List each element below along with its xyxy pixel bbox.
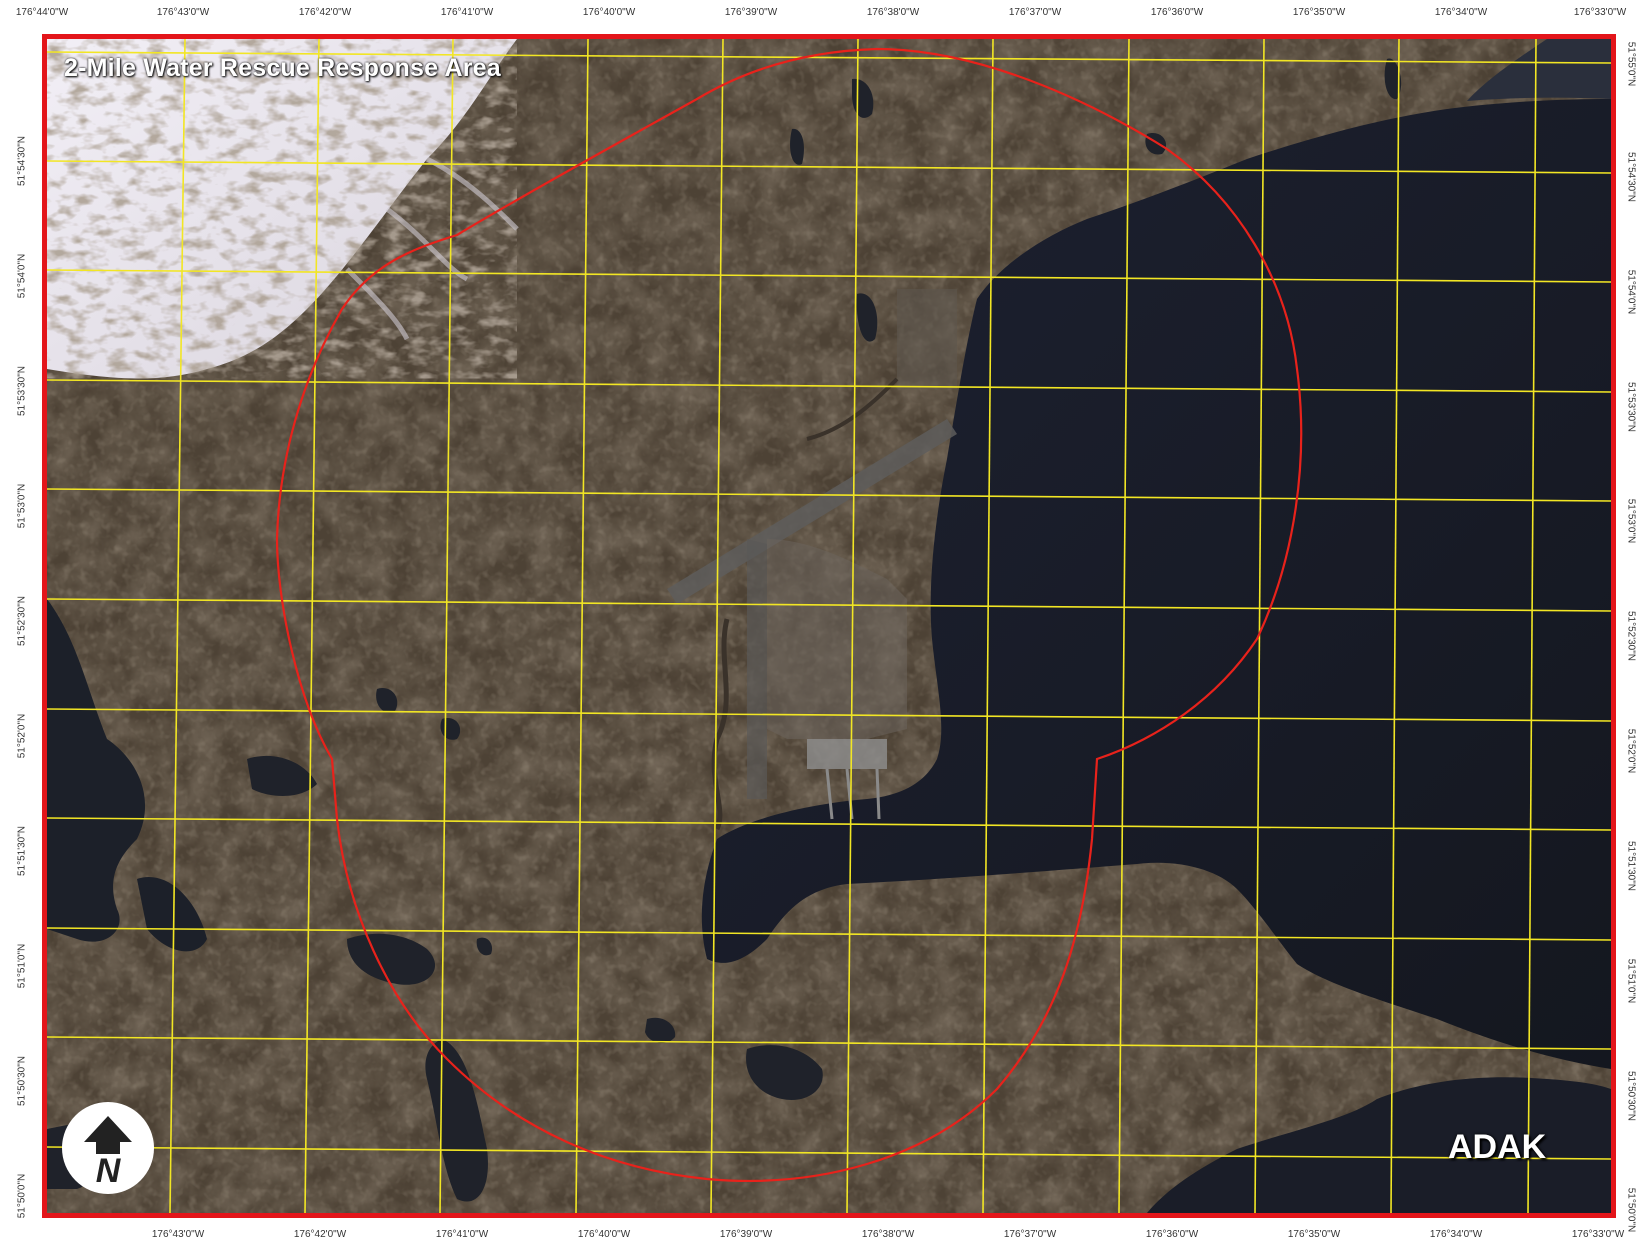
lat-label: 51°54'0"N [1625,269,1637,315]
lat-label: 51°53'30"N [1625,381,1637,433]
lon-label: 176°40'0"W [577,1229,631,1240]
response-area-circle[interactable] [275,47,1303,1182]
lon-label: 176°33'0"W [1571,1229,1625,1240]
lake [247,755,317,796]
north-letter: N [96,1152,122,1190]
lat-label: 51°51'0"N [1625,958,1637,1004]
lat-label: 51°54'30"N [16,135,28,187]
lon-label: 176°36'0"W [1145,1229,1199,1240]
lat-label: 51°50'30"N [1625,1070,1637,1122]
west-lake [47,599,146,942]
water-layer [47,39,1611,1213]
graticule-grid [47,39,1611,1213]
lat-label: 51°50'0"N [16,1173,28,1219]
lake [645,1017,676,1044]
lake [1384,58,1402,100]
lake [746,1045,823,1100]
bay-water [701,99,1611,1069]
lake [476,937,493,956]
lon-label: 176°35'0"W [1292,7,1346,18]
lon-label: 176°37'0"W [1008,7,1062,18]
lat-label: 51°52'0"N [16,713,28,759]
lat-label: 51°50'0"N [1625,1187,1637,1233]
lon-label: 176°33'0"W [1573,7,1627,18]
lon-label: 176°36'0"W [1150,7,1204,18]
lon-label: 176°41'0"W [435,1229,489,1240]
lon-label: 176°42'0"W [298,7,352,18]
lon-label: 176°34'0"W [1429,1229,1483,1240]
lat-label: 51°52'30"N [16,595,28,647]
lat-label: 51°54'30"N [1625,151,1637,203]
lon-label: 176°38'0"W [861,1229,915,1240]
lon-label: 176°40'0"W [582,7,636,18]
lon-label: 176°42'0"W [293,1229,347,1240]
lake [376,688,398,713]
lat-label: 51°51'30"N [16,825,28,877]
lat-label: 51°50'30"N [16,1055,28,1107]
lon-label: 176°35'0"W [1287,1229,1341,1240]
lat-label: 51°52'30"N [1625,610,1637,662]
snow-field [47,39,519,379]
lat-label: 51°51'0"N [16,943,28,989]
lon-label: 176°38'0"W [866,7,920,18]
lon-label: 176°43'0"W [151,1229,205,1240]
map-frame [42,34,1616,1218]
lat-label: 51°53'0"N [16,483,28,529]
lon-label: 176°44'0"W [15,7,69,18]
lon-label: 176°39'0"W [719,1229,773,1240]
satellite-map[interactable] [47,39,1611,1213]
lat-label: 51°55'0"N [1625,41,1637,87]
lat-label: 51°53'0"N [1625,498,1637,544]
south-bay-water [1147,1077,1611,1213]
lon-label: 176°41'0"W [440,7,494,18]
lon-label: 176°43'0"W [156,7,210,18]
place-label: ADAK [1448,1128,1547,1166]
lon-label: 176°39'0"W [724,7,778,18]
lat-label: 51°54'0"N [16,253,28,299]
lat-label: 51°52'0"N [1625,728,1637,774]
lat-label: 51°53'30"N [16,365,28,417]
lake [790,128,804,165]
lon-label: 176°34'0"W [1434,7,1488,18]
lat-label: 51°51'30"N [1625,840,1637,892]
lake [856,293,878,342]
lake [347,933,436,985]
north-arrow-icon: N [62,1102,154,1194]
map-title: 2-Mile Water Rescue Response Area [64,54,501,82]
lon-label: 176°37'0"W [1003,1229,1057,1240]
lake [137,877,207,952]
